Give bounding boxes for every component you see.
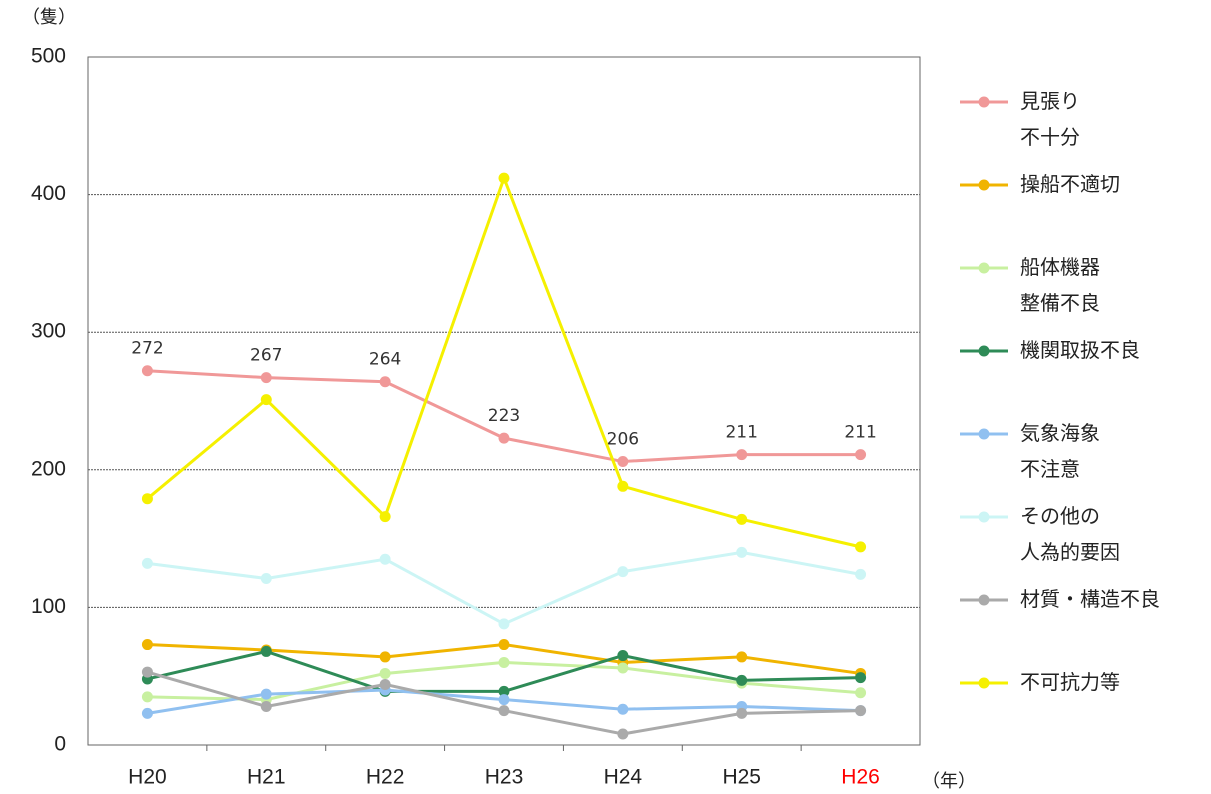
point	[141, 691, 153, 703]
point	[260, 700, 272, 712]
point	[498, 639, 510, 651]
point	[498, 694, 510, 706]
point	[736, 651, 748, 663]
point	[379, 667, 391, 679]
point	[379, 511, 391, 523]
x-tick-label: H23	[485, 766, 524, 789]
point	[498, 705, 510, 717]
point	[379, 678, 391, 690]
point	[141, 707, 153, 719]
data-label: 267	[250, 346, 282, 366]
point	[498, 172, 510, 184]
point	[736, 449, 748, 461]
data-label: 272	[131, 339, 163, 359]
data-label: 211	[725, 423, 757, 443]
series-line	[147, 550, 861, 626]
point	[379, 651, 391, 663]
x-tick-label: H21	[247, 766, 286, 789]
point	[379, 553, 391, 565]
legend-label: その他の人為的要因	[1020, 504, 1120, 564]
x-axis-label: （年）	[922, 771, 976, 792]
point	[498, 432, 510, 444]
legend-marker	[978, 511, 990, 523]
legend-label: 操船不適切	[1020, 172, 1120, 196]
point	[855, 705, 867, 717]
y-tick-label: 500	[31, 45, 66, 68]
legend-label: 材質・構造不良	[1020, 587, 1160, 611]
point	[498, 618, 510, 630]
y-tick-label: 100	[31, 595, 66, 618]
x-tick-label: H22	[366, 766, 405, 789]
legend-marker	[978, 594, 990, 606]
point	[855, 449, 867, 461]
point	[736, 674, 748, 686]
legend-label: 見張り不十分	[1020, 89, 1080, 149]
point	[498, 685, 510, 697]
y-tick-label: 200	[31, 457, 66, 480]
point	[617, 480, 629, 492]
y-tick-label: 0	[54, 733, 66, 756]
point	[736, 707, 748, 719]
legend-marker	[978, 179, 990, 191]
x-tick-label: H20	[128, 766, 167, 789]
point	[498, 656, 510, 668]
point	[736, 546, 748, 558]
point	[141, 365, 153, 377]
point	[379, 376, 391, 388]
point	[855, 672, 867, 684]
point	[141, 666, 153, 678]
point	[141, 557, 153, 569]
point	[855, 687, 867, 699]
point	[855, 541, 867, 553]
point	[617, 662, 629, 674]
point	[141, 639, 153, 651]
legend-marker	[978, 345, 990, 357]
y-tick-label: 400	[31, 182, 66, 205]
point	[260, 394, 272, 406]
point	[260, 688, 272, 700]
x-tick-label: H26	[841, 766, 880, 789]
y-axis-label: （隻）	[22, 7, 76, 28]
point	[617, 703, 629, 715]
legend-marker	[978, 677, 990, 689]
point	[617, 650, 629, 662]
point	[260, 645, 272, 657]
legend-label: 機関取扱不良	[1020, 338, 1140, 362]
data-label: 223	[488, 406, 520, 426]
data-label: 264	[369, 350, 401, 370]
point	[855, 568, 867, 580]
x-tick-label: H24	[604, 766, 643, 789]
y-tick-label: 300	[31, 320, 66, 343]
point	[736, 513, 748, 525]
plot-border	[87, 56, 921, 746]
legend-label: 不可抗力等	[1020, 670, 1120, 694]
x-tick-label: H25	[722, 766, 761, 789]
data-label: 211	[844, 423, 876, 443]
point	[617, 728, 629, 740]
legend-marker	[978, 428, 990, 440]
legend-label: 船体機器整備不良	[1020, 255, 1100, 315]
point	[260, 573, 272, 585]
point	[617, 566, 629, 578]
point	[617, 456, 629, 468]
data-label: 206	[607, 430, 639, 450]
legend-marker	[978, 96, 990, 108]
legend-label: 気象海象不注意	[1020, 421, 1100, 481]
point	[260, 372, 272, 384]
point	[141, 493, 153, 505]
legend-marker	[978, 262, 990, 274]
